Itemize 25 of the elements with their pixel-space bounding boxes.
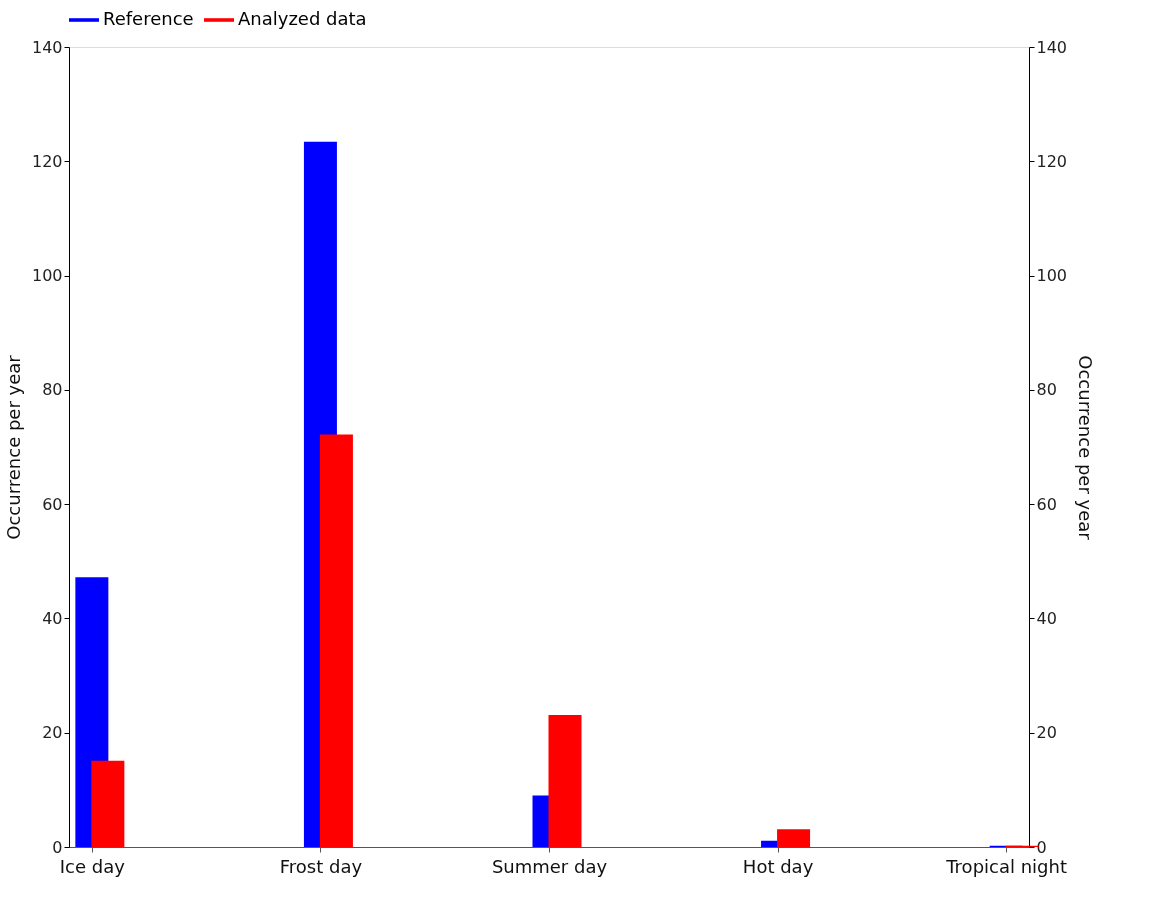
x-tick-label: Frost day [279, 855, 363, 877]
y-tick-label: 80 [42, 380, 63, 400]
legend-label: Reference [103, 8, 194, 29]
y2-tick-label: 20 [1036, 723, 1057, 743]
y-tick-label: 20 [42, 723, 63, 743]
x-tick-label: Hot day [742, 855, 814, 877]
y-tick-label: 100 [31, 266, 63, 286]
y-tick-label: 60 [42, 494, 63, 514]
y2-axis-title: Occurrence per year [1075, 355, 1097, 541]
x-tick-label: Summer day [491, 855, 608, 877]
x-tick-label: Tropical night [945, 855, 1068, 877]
y2-tick-label: 140 [1036, 37, 1068, 57]
y2-tick-label: 60 [1036, 494, 1057, 514]
legend-label: Analyzed data [238, 8, 367, 29]
y2-tick-label: 120 [1036, 151, 1068, 171]
y2-tick-label: 100 [1036, 266, 1068, 286]
y-tick-label: 140 [31, 37, 63, 57]
y2-tick-label: 40 [1036, 608, 1057, 628]
y-tick-label: 120 [31, 151, 63, 171]
y2-tick-label: 80 [1036, 380, 1057, 400]
y-tick-label: 0 [52, 837, 63, 857]
y2-tick-label: 0 [1036, 837, 1047, 857]
x-tick-label: Ice day [59, 855, 126, 877]
y-tick-label: 40 [42, 608, 63, 628]
y-axis-title: Occurrence per year [2, 354, 24, 540]
